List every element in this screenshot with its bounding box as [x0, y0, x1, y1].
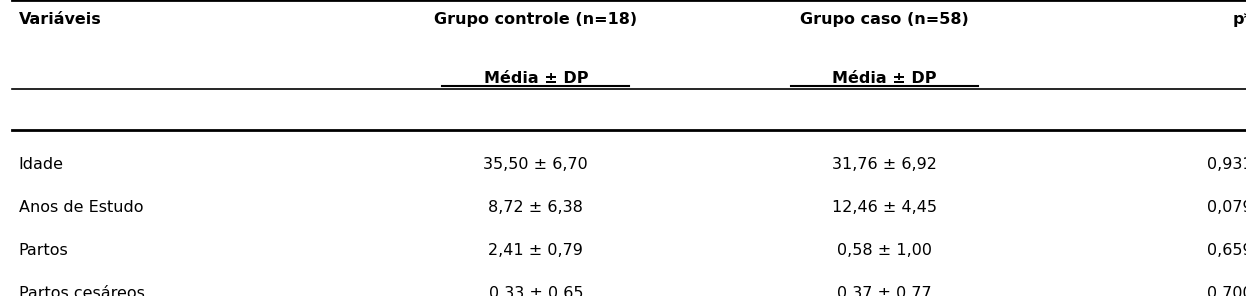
Text: 12,46 ± 4,45: 12,46 ± 4,45	[832, 200, 937, 215]
Text: Média ± DP: Média ± DP	[832, 71, 937, 86]
Text: 0,931: 0,931	[1206, 157, 1246, 172]
Text: Partos cesáreos: Partos cesáreos	[19, 286, 145, 296]
Text: 0,700: 0,700	[1206, 286, 1246, 296]
Text: 2,41 ± 0,79: 2,41 ± 0,79	[488, 243, 583, 258]
Text: 35,50 ± 6,70: 35,50 ± 6,70	[483, 157, 588, 172]
Text: Partos: Partos	[19, 243, 69, 258]
Text: Variáveis: Variáveis	[19, 12, 101, 27]
Text: 31,76 ± 6,92: 31,76 ± 6,92	[832, 157, 937, 172]
Text: Grupo caso (n=58): Grupo caso (n=58)	[800, 12, 969, 27]
Text: Grupo controle (n=18): Grupo controle (n=18)	[434, 12, 638, 27]
Text: p*: p*	[1232, 12, 1246, 27]
Text: 8,72 ± 6,38: 8,72 ± 6,38	[488, 200, 583, 215]
Text: 0,33 ± 0,65: 0,33 ± 0,65	[488, 286, 583, 296]
Text: 0,079: 0,079	[1206, 200, 1246, 215]
Text: Anos de Estudo: Anos de Estudo	[19, 200, 143, 215]
Text: 0,58 ± 1,00: 0,58 ± 1,00	[837, 243, 932, 258]
Text: Idade: Idade	[19, 157, 64, 172]
Text: 0,659: 0,659	[1206, 243, 1246, 258]
Text: Média ± DP: Média ± DP	[483, 71, 588, 86]
Text: 0,37 ± 0,77: 0,37 ± 0,77	[837, 286, 932, 296]
